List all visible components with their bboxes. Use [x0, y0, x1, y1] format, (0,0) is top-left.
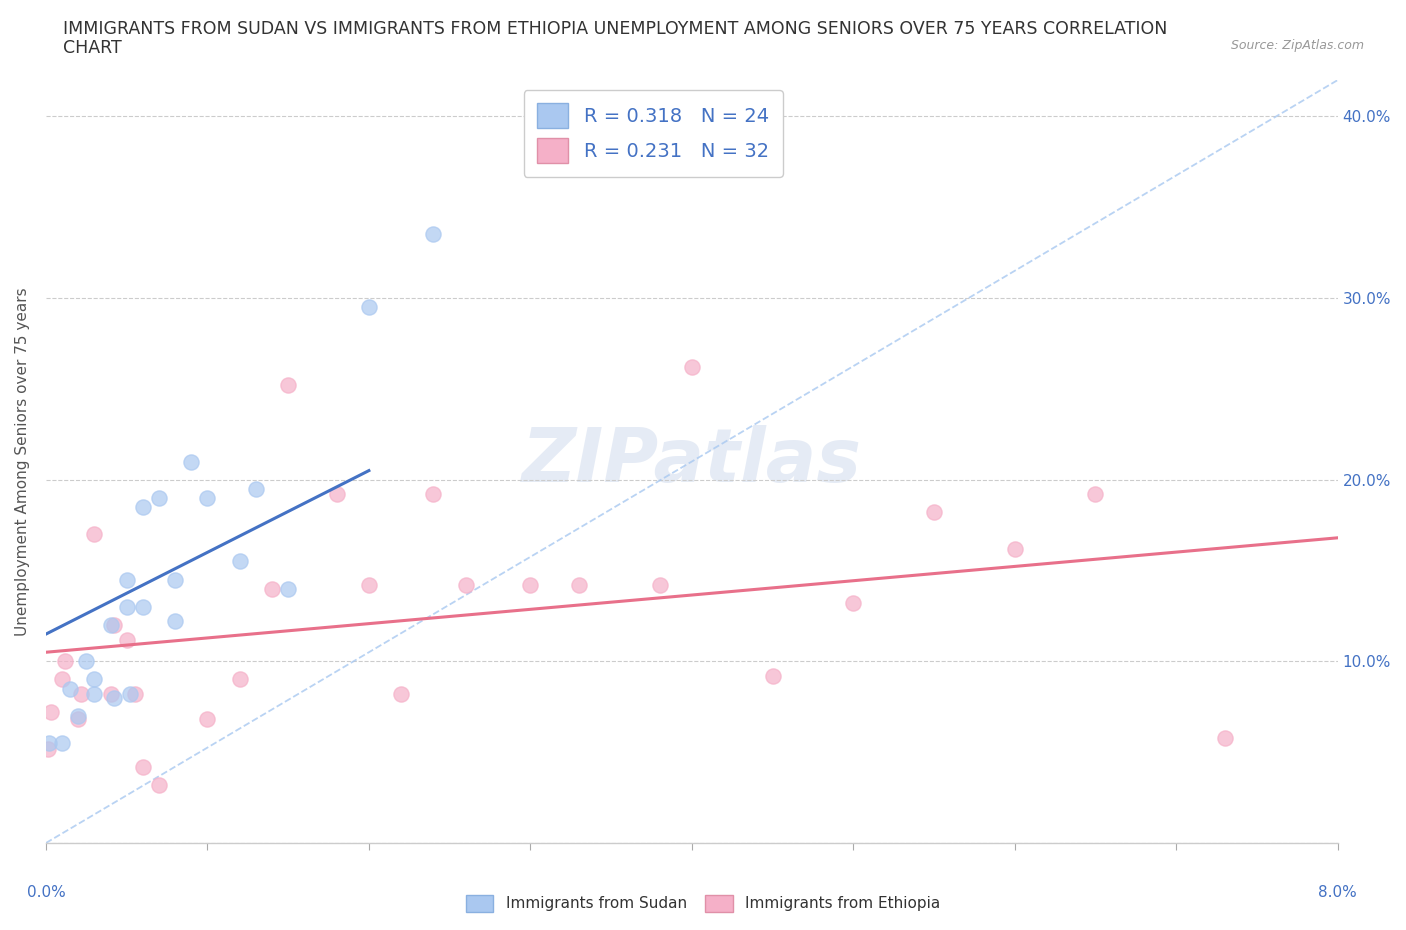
Point — [277, 378, 299, 392]
Point — [59, 681, 82, 696]
Point — [148, 777, 170, 792]
Point — [357, 578, 380, 592]
Point — [260, 581, 283, 596]
Point — [148, 490, 170, 505]
Point — [1084, 486, 1107, 501]
Text: CHART: CHART — [63, 39, 122, 57]
Point — [51, 672, 73, 687]
Point — [100, 618, 122, 632]
Text: IMMIGRANTS FROM SUDAN VS IMMIGRANTS FROM ETHIOPIA UNEMPLOYMENT AMONG SENIORS OVE: IMMIGRANTS FROM SUDAN VS IMMIGRANTS FROM… — [63, 20, 1167, 38]
Point — [165, 614, 187, 629]
Point — [1004, 541, 1026, 556]
Point — [83, 672, 105, 687]
Legend: Immigrants from Sudan, Immigrants from Ethiopia: Immigrants from Sudan, Immigrants from E… — [460, 889, 946, 918]
Point — [681, 360, 703, 375]
Text: ZIPatlas: ZIPatlas — [522, 425, 862, 498]
Point — [38, 736, 60, 751]
Point — [70, 686, 93, 701]
Point — [39, 705, 62, 720]
Point — [922, 505, 945, 520]
Point — [103, 618, 125, 632]
Legend: R = 0.318   N = 24, R = 0.231   N = 32: R = 0.318 N = 24, R = 0.231 N = 32 — [523, 90, 783, 177]
Point — [67, 709, 90, 724]
Point — [165, 572, 187, 587]
Text: 8.0%: 8.0% — [1319, 885, 1357, 900]
Point — [245, 482, 267, 497]
Point — [389, 686, 412, 701]
Point — [103, 690, 125, 705]
Point — [228, 554, 250, 569]
Point — [132, 600, 155, 615]
Point — [422, 227, 444, 242]
Point — [197, 490, 219, 505]
Point — [83, 686, 105, 701]
Point — [67, 712, 90, 727]
Point — [132, 499, 155, 514]
Point — [422, 486, 444, 501]
Point — [124, 686, 146, 701]
Text: 0.0%: 0.0% — [27, 885, 65, 900]
Point — [1213, 730, 1236, 745]
Point — [83, 526, 105, 541]
Point — [325, 486, 347, 501]
Point — [761, 669, 783, 684]
Point — [842, 596, 865, 611]
Point — [228, 672, 250, 687]
Point — [115, 632, 138, 647]
Point — [568, 578, 591, 592]
Point — [53, 654, 76, 669]
Point — [37, 741, 59, 756]
Y-axis label: Unemployment Among Seniors over 75 years: Unemployment Among Seniors over 75 years — [15, 287, 30, 636]
Point — [277, 581, 299, 596]
Text: Source: ZipAtlas.com: Source: ZipAtlas.com — [1230, 39, 1364, 52]
Point — [648, 578, 671, 592]
Point — [118, 686, 141, 701]
Point — [132, 759, 155, 774]
Point — [519, 578, 541, 592]
Point — [454, 578, 477, 592]
Point — [197, 712, 219, 727]
Point — [75, 654, 97, 669]
Point — [115, 600, 138, 615]
Point — [180, 454, 202, 469]
Point — [357, 299, 380, 314]
Point — [100, 686, 122, 701]
Point — [115, 572, 138, 587]
Point — [51, 736, 73, 751]
